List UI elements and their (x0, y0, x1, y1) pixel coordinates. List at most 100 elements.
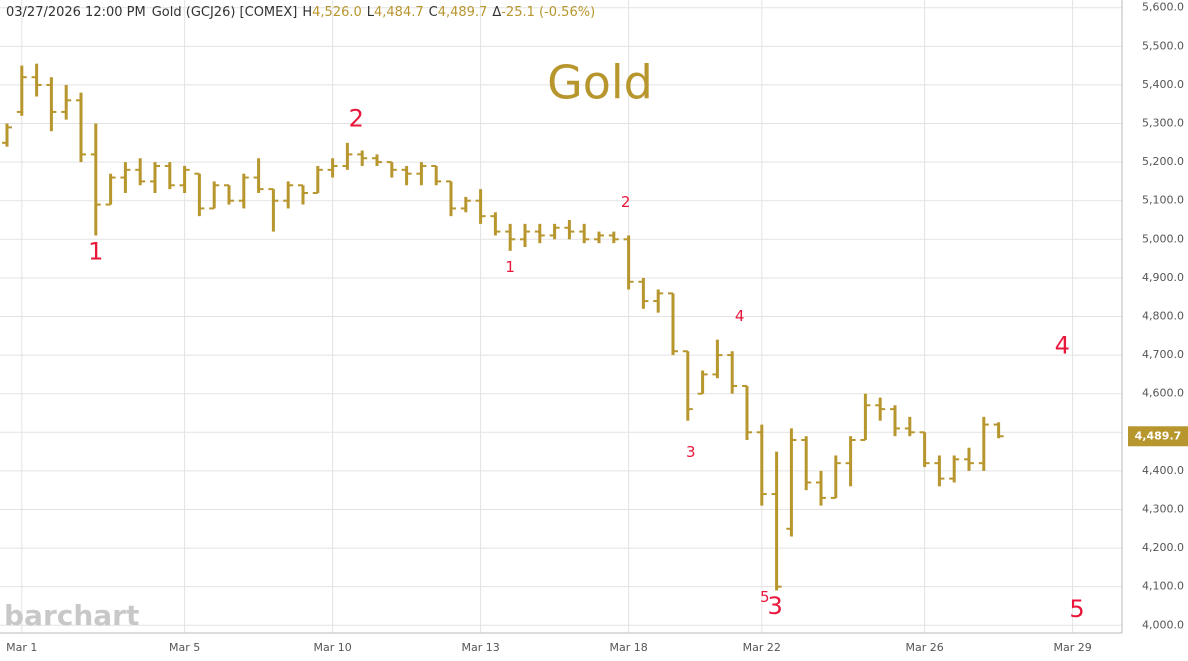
wave-label: 4 (1055, 332, 1070, 360)
ohlc-bar (76, 92, 86, 163)
ohlc-bar (238, 173, 249, 209)
ohlc-bar (890, 405, 900, 437)
header-stat-value: 4,526.0 (312, 5, 362, 20)
ohlc-bar (416, 162, 427, 186)
ohlc-bar (919, 431, 930, 468)
header-stat-key: Δ (492, 5, 501, 20)
header-stat-key: L (367, 5, 375, 20)
ohlc-bar (135, 158, 146, 186)
ohlc-bar (564, 220, 575, 240)
ohlc-bar (46, 77, 57, 132)
ohlc-bar (401, 165, 412, 186)
wave-label: 1 (505, 258, 515, 276)
ohlc-bar (978, 416, 989, 471)
ohlc-bar (993, 422, 1004, 439)
ohlc-bar (31, 63, 42, 97)
ohlc-bar (446, 180, 456, 217)
ohlc-bar (520, 223, 530, 248)
y-tick-label: 4,700.0 (1142, 348, 1184, 361)
y-tick-label: 4,800.0 (1142, 310, 1184, 323)
header-stat-key: C (429, 5, 438, 20)
ohlc-bar (816, 470, 826, 506)
y-tick-label: 5,100.0 (1142, 194, 1184, 207)
ohlc-bar (460, 196, 471, 213)
ohlc-bar (845, 436, 856, 487)
ohlc-bar (742, 384, 752, 441)
ohlc-bar (61, 84, 72, 120)
ohlc-bar (756, 424, 767, 506)
ohlc-bar (2, 123, 12, 147)
x-tick-label: Mar 10 (313, 641, 351, 654)
y-tick-label: 4,000.0 (1142, 618, 1184, 631)
y-tick-label: 5,300.0 (1142, 117, 1184, 130)
ohlc-bar (712, 339, 723, 379)
ohlc-bar (949, 455, 960, 483)
watermark: barchart (4, 599, 139, 632)
y-tick-label: 5,400.0 (1142, 78, 1184, 91)
ohlc-bar (209, 181, 220, 210)
x-tick-label: Mar 18 (609, 641, 647, 654)
ohlc-bar (431, 164, 442, 186)
ohlc-bar (283, 181, 294, 209)
y-tick-label: 4,600.0 (1142, 387, 1184, 400)
y-tick-label: 4,400.0 (1142, 464, 1184, 477)
ohlc-bar (298, 184, 308, 205)
ohlc-bar (904, 416, 915, 437)
ohlc-bar (623, 235, 634, 290)
header-stat-value: 4,489.7 (438, 5, 488, 20)
ohlc-bar (549, 223, 560, 240)
wave-label: 2 (621, 193, 631, 211)
wave-label: 3 (767, 592, 782, 620)
ohlc-bar (830, 455, 841, 499)
ohlc-bar (653, 289, 664, 313)
ohlc-bar (697, 370, 708, 395)
ohlc-bar (579, 223, 590, 244)
ohlc-bar (372, 154, 382, 166)
ohlc-bar (490, 212, 501, 236)
ohlc-bar (268, 188, 279, 232)
ohlc-bar (668, 292, 678, 356)
header-stat-value: -25.1 (-0.56%) (501, 5, 595, 20)
header: 03/27/2026 12:00 PM Gold (GCJ26) [COMEX] H… (6, 5, 595, 20)
ohlc-bar (386, 161, 397, 178)
last-price-label: 4,489.7 (1135, 429, 1182, 442)
ohlc-bar (253, 158, 264, 193)
ohlc-bar (786, 428, 797, 537)
ohlc-bar (964, 447, 974, 471)
ohlc-bar (682, 350, 693, 421)
wave-label: 5 (760, 588, 770, 606)
y-tick-label: 4,100.0 (1142, 580, 1184, 593)
ohlc-bar (105, 173, 116, 206)
ohlc-bar (638, 277, 649, 309)
ohlc-bar (475, 189, 486, 224)
ohlc-bar (594, 231, 604, 244)
ohlc-bar (120, 162, 131, 193)
y-tick-label: 5,200.0 (1142, 155, 1184, 168)
ohlc-bar (16, 65, 27, 116)
x-tick-label: Mar 29 (1053, 641, 1091, 654)
ohlc-bar (224, 184, 234, 205)
header-datetime: 03/27/2026 12:00 PM (6, 5, 146, 20)
ohlc-bar (771, 451, 782, 591)
y-tick-label: 5,600.0 (1142, 1, 1184, 14)
header-stat-value: 4,484.7 (374, 5, 424, 20)
wave-label: 4 (735, 307, 745, 325)
y-tick-label: 5,500.0 (1142, 39, 1184, 52)
ohlc-bar (860, 393, 871, 442)
ohlc-bar (327, 158, 338, 178)
y-tick-label: 4,200.0 (1142, 541, 1184, 554)
y-tick-label: 5,000.0 (1142, 232, 1184, 245)
ohlc-bar (934, 455, 945, 487)
last-price-badge (1128, 426, 1188, 447)
ohlc-bar (357, 150, 368, 166)
ohlc-bar (801, 436, 812, 491)
x-tick-label: Mar 13 (461, 641, 499, 654)
ohlc-bar (194, 172, 205, 217)
x-tick-label: Mar 1 (6, 641, 37, 654)
chart-title: Gold (547, 56, 653, 110)
ohlc-bar (90, 123, 101, 236)
ohlc-bar (342, 142, 353, 170)
x-tick-label: Mar 22 (743, 641, 781, 654)
x-tick-label: Mar 5 (169, 641, 200, 654)
